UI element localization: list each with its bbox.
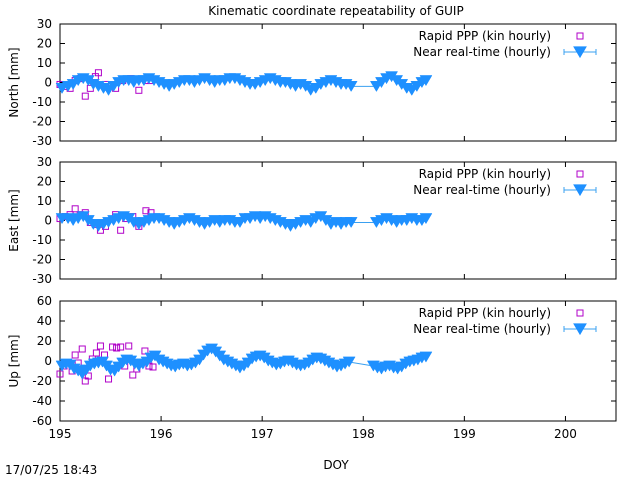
data-point bbox=[56, 370, 64, 378]
x-tick-label: 199 bbox=[453, 427, 476, 441]
y-tick-label: 0 bbox=[44, 354, 52, 368]
chart-title: Kinematic coordinate repeatability of GU… bbox=[208, 4, 463, 18]
data-point bbox=[342, 356, 356, 368]
legend: Rapid PPP (kin hourly) Near real-time (ho… bbox=[413, 167, 597, 197]
x-axis-label: DOY bbox=[323, 458, 349, 472]
x-tick-label: 197 bbox=[251, 427, 274, 441]
y-tick-label: -60 bbox=[32, 414, 52, 428]
data-point bbox=[84, 372, 92, 380]
legend-label: Rapid PPP (kin hourly) bbox=[419, 29, 551, 43]
y-tick-label: -10 bbox=[32, 95, 52, 109]
series-near-real-time bbox=[55, 211, 433, 232]
data-point bbox=[129, 371, 137, 379]
legend-label: Near real-time (hourly) bbox=[413, 183, 551, 197]
legend-marker bbox=[576, 170, 584, 178]
data-point bbox=[109, 343, 117, 351]
y-tick-label: 10 bbox=[37, 194, 52, 208]
y-tick-label: -20 bbox=[32, 253, 52, 267]
data-point bbox=[149, 363, 157, 371]
data-point bbox=[419, 351, 433, 363]
y-tick-label: 10 bbox=[37, 56, 52, 70]
y-tick-label: 30 bbox=[37, 155, 52, 169]
legend-label: Rapid PPP (kin hourly) bbox=[419, 306, 551, 320]
panel-2: 30 20 10 0 -10 -20 -30 East [mm] Rapid PPP (kin … bbox=[7, 155, 617, 286]
data-point bbox=[81, 92, 89, 100]
y-tick-label: -10 bbox=[32, 233, 52, 247]
y-tick-label: 20 bbox=[37, 334, 52, 348]
data-point bbox=[78, 345, 86, 353]
y-tick-label: 20 bbox=[37, 37, 52, 51]
legend-marker bbox=[573, 46, 587, 59]
y-tick-label: -20 bbox=[32, 374, 52, 388]
y-tick-label: -40 bbox=[32, 394, 52, 408]
y-tick-label: 40 bbox=[37, 314, 52, 328]
legend-label: Near real-time (hourly) bbox=[413, 322, 551, 336]
data-point bbox=[419, 213, 433, 225]
legend-marker bbox=[576, 309, 584, 317]
y-axis-label: East [mm] bbox=[7, 189, 21, 251]
y-axis-label: Up [mm] bbox=[7, 335, 21, 388]
legend: Rapid PPP (kin hourly) Near real-time (ho… bbox=[413, 29, 597, 59]
panel-1: 30 20 10 0 -10 -20 -30 North [mm] Rapid PPP (kin… bbox=[7, 17, 617, 148]
y-axis-label: North [mm] bbox=[7, 47, 21, 117]
y-tick-label: -30 bbox=[32, 272, 52, 286]
timestamp: 17/07/25 18:43 bbox=[5, 463, 97, 477]
data-point bbox=[113, 344, 121, 352]
x-tick-label: 198 bbox=[352, 427, 375, 441]
x-tick-label: 196 bbox=[150, 427, 173, 441]
x-tick-label: 200 bbox=[554, 427, 577, 441]
y-tick-label: 0 bbox=[44, 214, 52, 228]
legend-label: Near real-time (hourly) bbox=[413, 45, 551, 59]
data-point bbox=[71, 351, 79, 359]
series-near-real-time bbox=[55, 343, 433, 380]
y-tick-label: 20 bbox=[37, 175, 52, 189]
x-tick-label: 195 bbox=[49, 427, 72, 441]
data-point bbox=[142, 207, 150, 215]
data-point bbox=[71, 205, 79, 213]
legend-marker bbox=[573, 323, 587, 336]
legend: Rapid PPP (kin hourly) Near real-time (ho… bbox=[413, 306, 597, 336]
data-point bbox=[141, 347, 149, 355]
legend-marker bbox=[573, 184, 587, 197]
data-point bbox=[94, 69, 102, 77]
y-tick-label: 0 bbox=[44, 76, 52, 90]
data-point bbox=[117, 226, 125, 234]
legend-label: Rapid PPP (kin hourly) bbox=[419, 167, 551, 181]
data-point bbox=[419, 75, 433, 87]
y-tick-label: -30 bbox=[32, 134, 52, 148]
data-point bbox=[135, 86, 143, 94]
data-point bbox=[125, 342, 133, 350]
legend-marker bbox=[576, 32, 584, 40]
data-point bbox=[96, 342, 104, 350]
data-point bbox=[344, 81, 358, 92]
data-point bbox=[344, 217, 358, 229]
y-tick-label: 60 bbox=[37, 294, 52, 308]
data-point bbox=[105, 375, 113, 383]
data-point bbox=[92, 349, 100, 357]
series-near-real-time bbox=[55, 71, 433, 96]
chart-panels: 30 20 10 0 -10 -20 -30 North [mm] Rapid PPP (kin… bbox=[7, 17, 617, 441]
y-tick-label: -20 bbox=[32, 115, 52, 129]
y-tick-label: 30 bbox=[37, 17, 52, 31]
data-point bbox=[117, 343, 125, 351]
